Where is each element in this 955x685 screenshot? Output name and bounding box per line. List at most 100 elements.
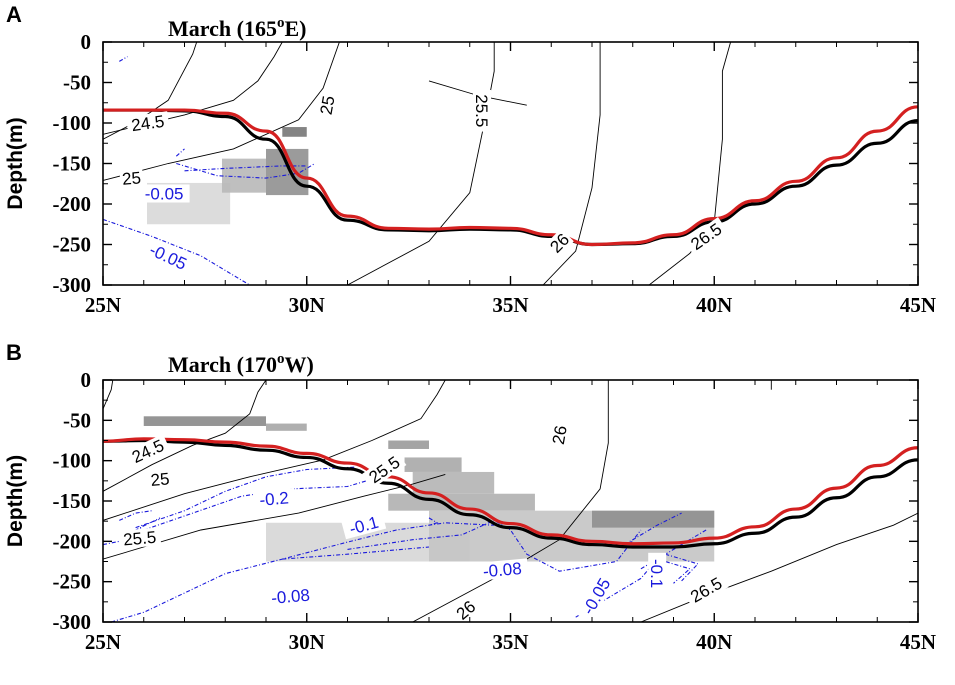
title-sup: o <box>277 15 285 31</box>
contour-label-group: 24.5 <box>125 111 170 135</box>
contour-label-bg <box>575 569 617 622</box>
y-tick-label: 0 <box>81 368 92 392</box>
contour-label-group: 26.5 <box>683 571 729 608</box>
contour-label-bg <box>118 527 162 549</box>
x-tick-label: 35N <box>492 630 528 654</box>
x-tick-label: 35N <box>492 293 528 317</box>
contour-label: 26 <box>549 424 571 446</box>
contour-label-group: -0.2 <box>252 487 296 510</box>
density-contour <box>347 42 495 285</box>
contour-label-group: -0.08 <box>264 585 317 608</box>
contour-label-bg <box>548 422 571 448</box>
title-main: March (170 <box>168 352 277 377</box>
title-sup: o <box>277 351 285 367</box>
x-tick-label: 30N <box>289 630 325 654</box>
density-contour <box>103 380 446 521</box>
y-tick-label: -100 <box>53 111 92 135</box>
contour-label-group: -0.1 <box>647 552 667 595</box>
density-contour <box>542 42 601 285</box>
plot-area: 24.525 25.525-0.05-0.05 26 26.5 <box>103 42 918 285</box>
title-end: W) <box>284 352 313 377</box>
contour-label: 26 <box>453 597 480 624</box>
panel-title: March (170oW) <box>168 351 314 377</box>
contour-label: -0.08 <box>482 559 522 581</box>
title-main: March (165 <box>168 16 277 41</box>
anomaly-contour <box>665 553 699 582</box>
x-tick-label: 40N <box>696 293 732 317</box>
contour-label: -0.05 <box>579 575 615 618</box>
anomaly-contour <box>176 162 316 179</box>
contour-label: -0.05 <box>146 240 189 274</box>
contour-label: -0.1 <box>647 559 666 588</box>
contour-label-group: -0.05 <box>575 569 617 622</box>
y-tick-label: -250 <box>53 570 92 594</box>
contour-label: 25.5 <box>122 528 157 550</box>
contour-label-group: -0.08 <box>476 558 529 581</box>
contour-label-bg <box>119 168 144 189</box>
contour-label-bg <box>125 111 170 135</box>
series-line-black <box>103 438 918 549</box>
y-tick-label: -300 <box>53 610 92 634</box>
contour-label-group: 25 <box>147 469 173 490</box>
y-tick-label: -150 <box>53 152 92 176</box>
panel-title: March (165oE) <box>168 15 306 41</box>
y-tick-label: -300 <box>53 273 92 297</box>
anomaly-contour <box>282 546 430 560</box>
density-contour <box>103 380 267 492</box>
anomaly-contour <box>347 519 642 572</box>
title-end: E) <box>284 16 306 41</box>
contour-label: 25 <box>150 469 171 490</box>
density-contour <box>412 380 609 622</box>
contour-label-group: 25 <box>316 92 339 118</box>
x-tick-label: 30N <box>289 293 325 317</box>
shade-patch <box>143 416 266 426</box>
contour-label-group: 26 <box>451 595 481 624</box>
panel-letter: A <box>6 2 22 27</box>
y-tick-label: -200 <box>53 192 92 216</box>
y-tick-label: -50 <box>63 71 91 95</box>
contour-label-bg <box>361 450 407 489</box>
y-tick-label: -100 <box>53 449 92 473</box>
shade-patch <box>412 471 495 494</box>
contour-label-group: 26 <box>548 422 571 448</box>
shade-patch <box>404 457 462 472</box>
contour-label-bg <box>451 595 481 622</box>
contour-label-bg <box>125 434 171 468</box>
contour-label-bg <box>473 90 491 132</box>
anomaly-contour <box>428 517 439 526</box>
x-tick-label: 40N <box>696 630 732 654</box>
x-tick-label: 25N <box>85 630 121 654</box>
y-tick-label: 0 <box>81 30 92 54</box>
density-contour <box>103 42 198 140</box>
y-tick-label: -150 <box>53 489 92 513</box>
contour-label-group: 26 <box>544 228 574 258</box>
contour-label-group: 25.5 <box>472 90 491 132</box>
density-contour <box>103 473 446 560</box>
x-tick-label: 45N <box>900 630 936 654</box>
shade-patch <box>592 510 715 528</box>
panel-letter: B <box>6 340 22 365</box>
contour-label-group: -0.05 <box>138 184 190 204</box>
contour-label-bg <box>683 571 729 608</box>
y-tick-label: -200 <box>53 529 92 553</box>
anomaly-contour <box>119 510 152 521</box>
contour-label-group: -0.05 <box>141 237 196 276</box>
contour-label-bg <box>476 558 529 581</box>
contour-label: -0.2 <box>259 488 290 509</box>
contour-label-bg <box>252 487 296 510</box>
contour-label-bg <box>147 469 173 490</box>
contour-label: 25.5 <box>472 94 491 127</box>
contour-label-bg <box>683 217 729 256</box>
y-tick-label: -250 <box>53 233 92 257</box>
anomaly-contour <box>184 165 307 172</box>
contour-label-bg <box>264 585 317 608</box>
density-contour <box>648 42 732 285</box>
series-line-black <box>103 108 918 247</box>
contour-label: -0.05 <box>145 185 184 204</box>
panel-b: 24.52525.525.5-0.2-0.1-0.08-0.08-0.05-0.… <box>4 340 936 654</box>
anomaly-contour <box>624 512 682 546</box>
contour-label: 25 <box>317 94 339 116</box>
anomaly-contour <box>175 148 185 157</box>
